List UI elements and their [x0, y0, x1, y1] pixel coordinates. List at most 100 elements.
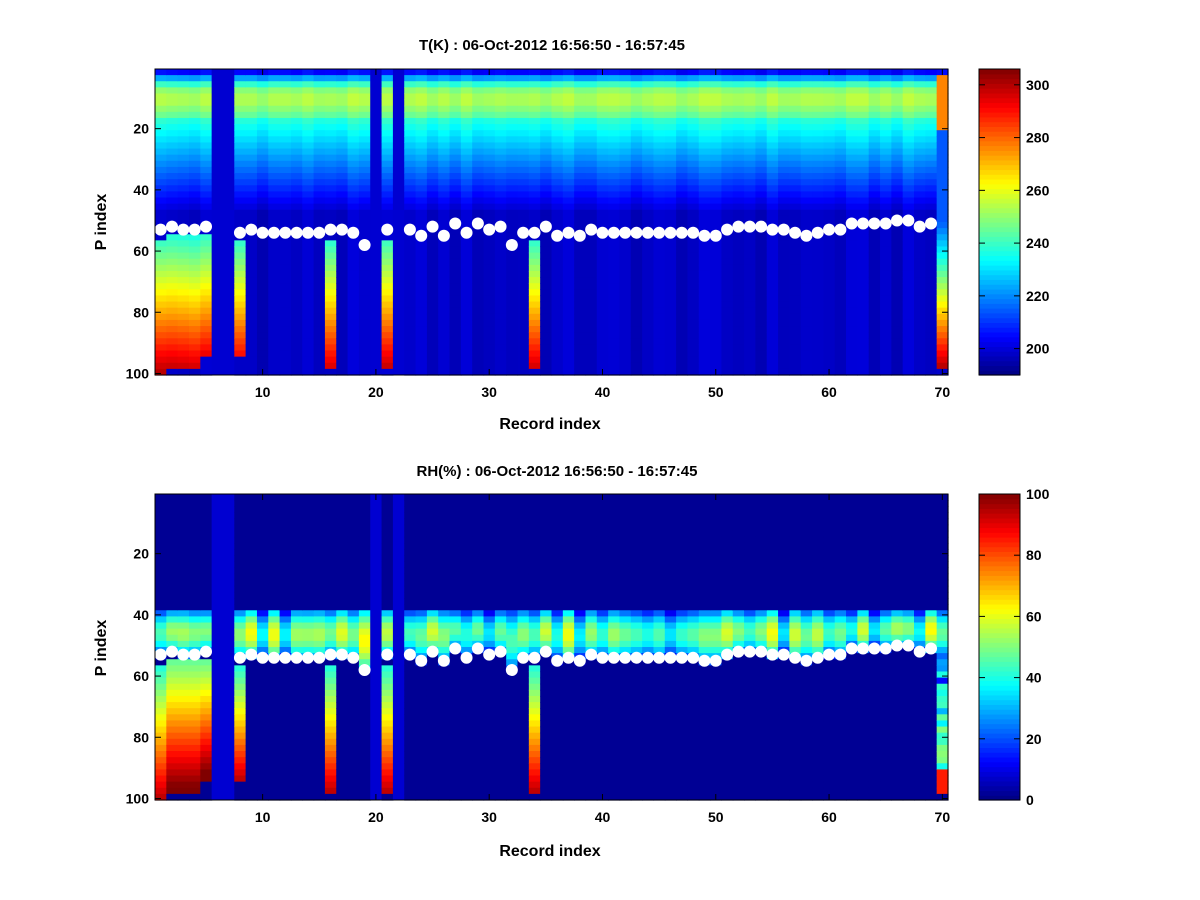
heatmap-cell	[155, 494, 167, 501]
heatmap-cell	[744, 105, 757, 113]
heatmap-cell	[506, 751, 519, 758]
heatmap-cell	[336, 585, 349, 593]
heatmap-cell	[857, 75, 870, 82]
heatmap-cell	[336, 117, 349, 125]
heatmap-cell	[188, 659, 201, 666]
heatmap-cell	[245, 634, 258, 642]
heatmap-cell	[914, 136, 926, 144]
heatmap-cell	[438, 702, 451, 709]
heatmap-cell	[358, 708, 371, 715]
heatmap-cell	[200, 173, 213, 180]
heatmap-cell	[256, 714, 269, 722]
heatmap-cell	[449, 524, 462, 532]
heatmap-cell	[562, 283, 575, 290]
heatmap-cell	[483, 689, 496, 697]
surface-marker	[687, 226, 700, 239]
heatmap-cell	[766, 356, 779, 364]
heatmap-cell	[336, 99, 349, 107]
surface-marker	[607, 226, 620, 239]
heatmap-cell	[494, 117, 507, 125]
surface-marker	[868, 217, 881, 230]
heatmap-cell	[438, 338, 451, 345]
heatmap-cell	[891, 344, 904, 352]
heatmap-cell	[200, 111, 213, 119]
heatmap-cell	[404, 763, 417, 770]
heatmap-cell	[857, 295, 870, 303]
heatmap-cell	[415, 524, 428, 532]
heatmap-cell	[506, 289, 519, 297]
heatmap-cell	[551, 222, 564, 229]
heatmap-cell	[653, 148, 666, 156]
heatmap-cell	[698, 332, 711, 339]
heatmap-cell	[449, 708, 462, 715]
heatmap-cell	[313, 610, 326, 617]
heatmap-cell	[245, 240, 258, 248]
heatmap-cell	[245, 295, 258, 303]
heatmap-cell	[155, 634, 167, 642]
heatmap-cell	[812, 111, 824, 119]
heatmap-cell	[744, 240, 757, 248]
heatmap-cell	[302, 542, 315, 550]
heatmap-cell	[381, 117, 394, 125]
heatmap-cell	[698, 326, 711, 333]
heatmap-cell	[200, 105, 213, 113]
heatmap-cell	[381, 677, 394, 685]
heatmap-cell	[812, 252, 824, 260]
heatmap-cell	[324, 585, 337, 593]
heatmap-cell	[177, 258, 190, 266]
heatmap-cell	[268, 130, 281, 137]
heatmap-cell	[528, 270, 541, 278]
heatmap-cell	[483, 130, 496, 137]
heatmap-cell	[290, 793, 303, 801]
heatmap-cell	[268, 142, 281, 150]
heatmap-cell	[358, 252, 371, 260]
heatmap-cell	[245, 751, 258, 758]
heatmap-cell	[234, 99, 247, 107]
heatmap-cell	[347, 313, 360, 321]
heatmap-cell	[744, 130, 757, 137]
heatmap-cell	[188, 105, 201, 113]
heatmap-cell	[324, 775, 337, 783]
heatmap-cell	[347, 209, 360, 217]
heatmap-cell	[483, 148, 496, 156]
heatmap-cell	[256, 622, 269, 630]
heatmap-cell	[846, 313, 858, 321]
heatmap-cell	[200, 542, 213, 550]
heatmap-cell	[358, 769, 371, 777]
heatmap-cell	[528, 203, 541, 211]
heatmap-cell	[358, 99, 371, 107]
heatmap-cell	[574, 87, 587, 95]
heatmap-cell	[381, 610, 394, 617]
heatmap-cell	[245, 283, 258, 290]
heatmap-cell	[789, 111, 802, 119]
heatmap-cell	[687, 270, 700, 278]
heatmap-cell	[744, 319, 757, 327]
heatmap-cell	[494, 512, 507, 520]
heatmap-cell	[290, 350, 303, 358]
heatmap-cell	[256, 671, 269, 679]
heatmap-cell	[868, 344, 881, 352]
heatmap-cell	[880, 234, 892, 241]
heatmap-cell	[528, 579, 541, 587]
heatmap-cell	[313, 683, 326, 691]
heatmap-cell	[834, 75, 847, 82]
heatmap-cell	[608, 191, 621, 199]
heatmap-cell	[857, 160, 870, 168]
heatmap-cell	[517, 512, 530, 520]
heatmap-cell	[177, 277, 190, 284]
heatmap-cell	[698, 295, 711, 303]
heatmap-cell	[755, 124, 768, 131]
heatmap-cell	[755, 246, 768, 254]
heatmap-cell	[528, 708, 541, 715]
surface-marker	[245, 223, 258, 236]
heatmap-cell	[256, 561, 269, 569]
heatmap-cell	[483, 781, 496, 789]
heatmap-cell	[177, 714, 190, 722]
heatmap-cell	[585, 215, 598, 223]
heatmap-cell	[472, 787, 485, 795]
heatmap-cell	[936, 295, 949, 303]
heatmap-cell	[460, 130, 473, 137]
heatmap-cell	[676, 160, 689, 168]
heatmap-cell	[472, 757, 485, 764]
heatmap-cell	[336, 160, 349, 168]
